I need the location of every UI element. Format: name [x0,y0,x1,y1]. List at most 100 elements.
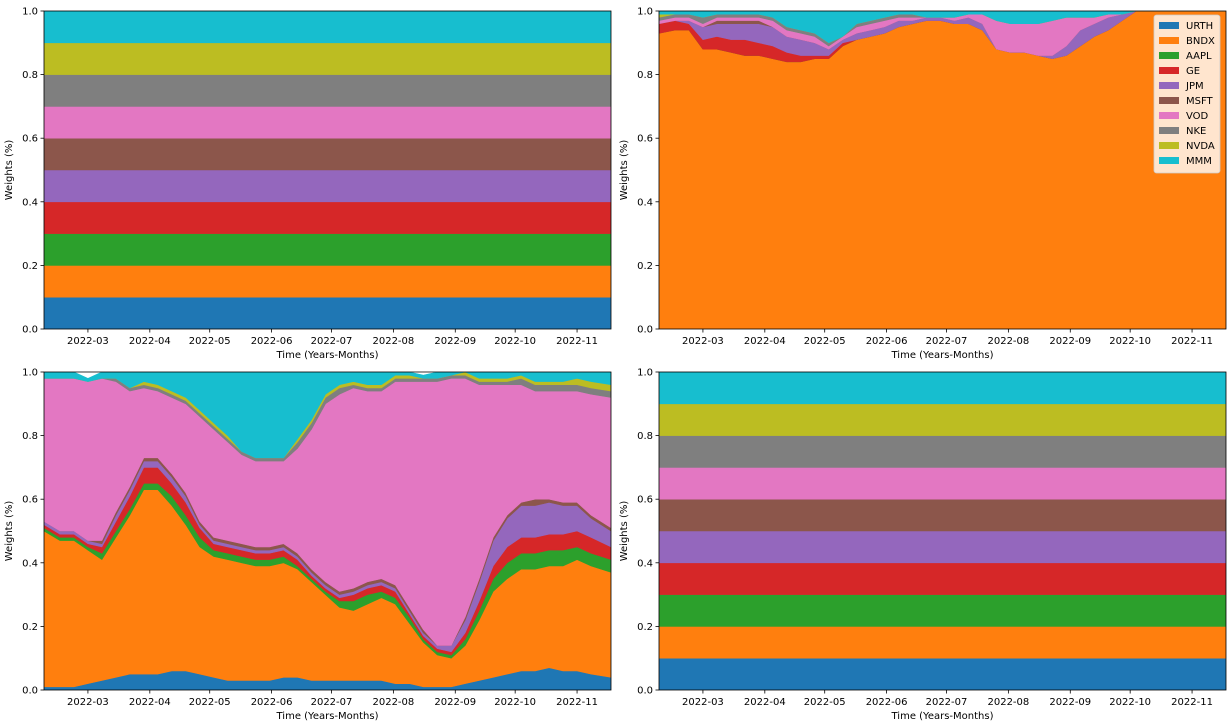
x-tick-label: 2022-11 [556,336,598,347]
legend: URTH BNDX AAPL GE JPM MSFT VOD NKE NVDA MMM [1153,14,1221,174]
legend-label-vod: VOD [1186,111,1209,122]
area-layers [659,372,1226,690]
x-axis-label: Time (Years-Months) [891,711,994,722]
plot-frame [658,10,1227,330]
legend-label-mmm: MMM [1186,156,1212,167]
legend-swatch-nke [1159,127,1179,134]
area-msft [44,137,611,171]
x-tick-label: 2022-10 [494,336,536,347]
legend-label-urth: URTH [1186,21,1213,32]
x-tick-label: 2022-08 [372,336,414,347]
y-tick-label: 0.2 [637,622,653,633]
y-tick-label: 0.2 [22,261,38,272]
legend-label-aapl: AAPL [1186,51,1212,62]
legend-swatch-mmm [1159,157,1179,164]
legend-label-jpm: JPM [1185,81,1204,92]
legend-label-nvda: NVDA [1186,141,1215,152]
area-layers [44,11,611,329]
area-aapl [44,233,611,266]
legend-swatch-aapl [1159,52,1179,59]
legend-label-ge: GE [1186,66,1200,77]
y-tick-label: 0.0 [637,325,653,336]
legend-swatch-bndx [1159,37,1179,44]
x-tick-label: 2022-09 [434,336,476,347]
chart-panel-1: 0.0 0.2 0.4 0.6 0.8 1.0 2022-03 2022-04 2022-05 2… [4,7,612,361]
legend-swatch-msft [1159,97,1179,104]
area-layers [44,372,611,690]
legend-label-nke: NKE [1186,126,1206,137]
y-tick-label: 0.4 [22,558,38,569]
plot-frame [43,10,612,330]
y-axis-label: Weights (%) [4,501,15,562]
x-tick-label: 2022-03 [67,336,109,347]
area-mmm [44,372,611,459]
y-tick-label: 1.0 [637,7,653,18]
area-layers [659,11,1226,329]
area-nke [659,435,1226,468]
x-tick-label: 2022-06 [866,336,908,347]
area-bndx [44,265,611,298]
area-jpm [44,169,611,203]
y-axis-label: Weights (%) [619,140,630,201]
x-tick-label: 2022-05 [189,697,231,708]
area-nvda [659,403,1226,436]
y-tick-label: 0.8 [637,431,653,442]
x-tick-label: 2022-08 [987,697,1029,708]
area-bndx [659,11,1226,329]
x-tick-label: 2022-06 [866,697,908,708]
area-nvda [44,42,611,75]
y-tick-label: 0.4 [637,558,653,569]
y-axis-label: Weights (%) [4,140,15,201]
y-tick-label: 0.6 [22,134,38,145]
chart-panel-3: 0.0 0.2 0.4 0.6 0.8 1.0 2022-03 2022-04 2022-05 2… [4,368,612,722]
area-aapl [659,594,1226,627]
legend-label-msft: MSFT [1186,96,1214,107]
x-tick-label: 2022-06 [251,336,293,347]
area-vod [659,467,1226,500]
x-tick-label: 2022-11 [1171,697,1213,708]
area-vod [44,106,611,139]
x-tick-label: 2022-10 [1109,336,1151,347]
x-tick-label: 2022-03 [682,336,724,347]
x-tick-label: 2022-04 [129,697,171,708]
x-tick-label: 2022-05 [189,336,231,347]
y-tick-label: 1.0 [22,7,38,18]
x-tick-label: 2022-07 [926,336,968,347]
y-tick-label: 0.6 [637,134,653,145]
legend-swatch-vod [1159,112,1179,119]
y-tick-label: 0.2 [22,622,38,633]
x-tick-label: 2022-09 [1049,336,1091,347]
y-tick-label: 0.0 [637,686,653,697]
plot-frame [658,371,1227,691]
legend-label-bndx: BNDX [1186,36,1215,47]
area-mmm [659,372,1226,405]
legend-swatch-urth [1159,22,1179,29]
x-tick-label: 2022-11 [1171,336,1213,347]
y-tick-label: 0.2 [637,261,653,272]
y-axis-label: Weights (%) [619,501,630,562]
x-tick-label: 2022-10 [1109,697,1151,708]
area-urth [44,296,611,329]
area-ge [659,562,1226,595]
y-tick-label: 1.0 [637,368,653,379]
y-tick-label: 0.8 [22,70,38,81]
area-ge [44,201,611,234]
y-tick-label: 0.6 [637,495,653,506]
y-tick-label: 1.0 [22,368,38,379]
x-tick-label: 2022-07 [926,697,968,708]
area-mmm [659,11,1226,44]
x-tick-label: 2022-08 [372,697,414,708]
area-urth [659,657,1226,690]
plot-frame [43,371,612,691]
x-tick-label: 2022-03 [67,697,109,708]
x-tick-label: 2022-05 [804,336,846,347]
x-tick-label: 2022-04 [129,336,171,347]
x-tick-label: 2022-10 [494,697,536,708]
legend-swatch-ge [1159,67,1179,74]
y-tick-label: 0.0 [22,686,38,697]
y-tick-label: 0.0 [22,325,38,336]
area-mmm [44,11,611,44]
chart-panel-4: 0.0 0.2 0.4 0.6 0.8 1.0 2022-03 2022-04 2022-05 2… [619,368,1227,722]
area-msft [659,498,1226,532]
